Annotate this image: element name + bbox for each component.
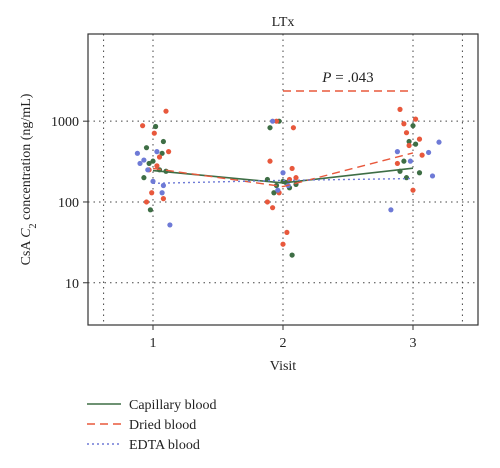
grid-lines [88,34,478,325]
data-point [140,123,146,129]
data-point [146,160,152,167]
x-tick-label: 2 [280,336,287,351]
data-point [267,158,273,164]
data-point [429,173,436,179]
data-point [163,108,169,114]
data-point [416,170,423,176]
data-point [275,187,281,193]
data-point [143,199,150,205]
data-point [413,116,419,122]
data-point [166,149,172,155]
data-point [273,118,280,124]
data-point [270,118,276,124]
data-point [290,125,296,131]
data-point [159,150,165,156]
data-point [284,229,290,236]
data-point [401,158,407,164]
p-value-symbol: P [321,70,331,86]
y-tick-label: 10 [65,277,79,292]
y-axis-label: CsA C2 concentration (ng/mL) [19,93,39,265]
data-point [289,252,295,258]
data-point [280,241,286,247]
data-point [141,157,147,163]
data-point [160,182,166,189]
data-point [401,121,407,127]
y-axis-label-subscript: 2 [28,223,39,228]
x-axis-label: Visit [270,359,296,374]
y-tick-label: 100 [58,196,79,211]
chart-title: LTx [272,15,295,30]
mean-lines [152,152,414,188]
data-point [406,138,412,145]
data-point [151,130,157,136]
data-point [413,141,419,147]
data-point [436,139,442,145]
data-point [167,222,173,228]
data-point [280,170,286,176]
data-point [153,123,159,130]
legend-label: EDTA blood [129,438,200,453]
data-point [141,175,147,181]
axis-ticks: 1 2 3 10 100 1000 [51,115,417,351]
data-point [394,160,400,167]
data-point [145,167,151,173]
p-value-text: = .043 [331,70,373,86]
y-axis-label-suffix: concentration (ng/mL) [19,93,34,223]
data-point [403,130,410,136]
data-point [407,158,413,164]
data-point [154,163,160,169]
mean-line [152,152,414,188]
data-point [416,136,423,142]
data-point [160,138,166,145]
data-point [149,190,155,196]
x-tick-label: 1 [150,336,157,351]
significance-annotation: P = .043 [283,70,413,92]
data-point [154,149,160,155]
x-tick-label: 3 [410,336,417,351]
data-point [403,175,410,181]
data-point [267,125,273,131]
p-value-label: P = .043 [321,70,373,86]
data-point [394,149,400,155]
data-point [289,165,295,172]
data-point [137,160,143,167]
data-point [397,106,403,112]
legend: Capillary blood Dried blood EDTA blood [87,398,217,453]
data-point [270,205,276,211]
y-tick-label: 1000 [51,115,79,130]
mean-line [152,177,414,185]
data-point [388,207,394,213]
data-point [159,190,165,196]
data-point [147,207,153,213]
y-axis-label-prefix: CsA [19,238,34,266]
legend-label: Dried blood [129,418,196,433]
data-point [134,150,140,156]
data-point [410,187,416,193]
data-point [419,152,425,158]
data-point [271,190,277,196]
data-point [410,123,416,129]
data-point [150,158,156,164]
data-point [264,199,270,205]
legend-label: Capillary blood [129,398,217,413]
data-point [426,149,432,156]
y-axis-label-variable: C [19,228,34,238]
data-point [293,175,299,181]
data-point [156,154,163,160]
data-point [406,142,412,149]
data-point [143,145,150,151]
data-point [160,196,166,202]
